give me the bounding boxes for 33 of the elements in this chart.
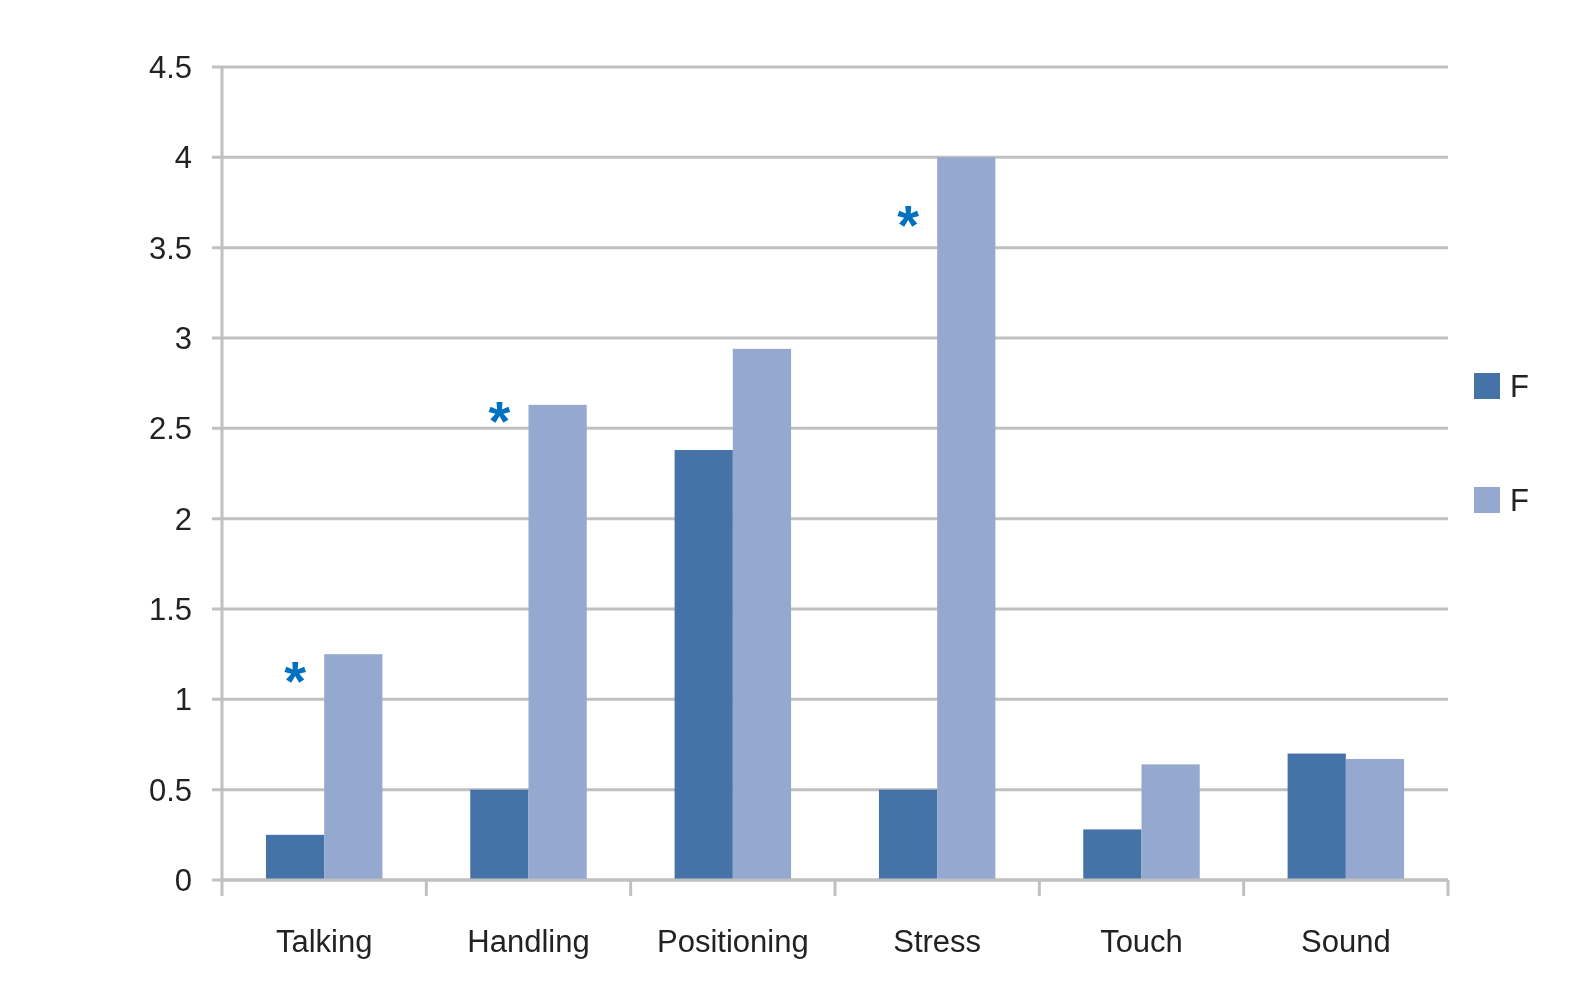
x-tick-label: Sound: [1301, 924, 1391, 959]
bar: [1141, 764, 1200, 880]
bar: [324, 654, 383, 880]
bar: [674, 450, 733, 880]
x-tick-label: Stress: [893, 924, 982, 959]
bar: [1287, 753, 1346, 880]
x-tick-label: Positioning: [657, 924, 809, 959]
bar: [732, 348, 792, 880]
bar: [937, 157, 996, 880]
bar: [528, 404, 587, 880]
y-tick-label: 2: [174, 501, 192, 537]
annotation: *: [897, 193, 920, 257]
annotation: *: [284, 648, 307, 712]
y-tick-label: 4.5: [148, 49, 192, 85]
y-tick-label: 0: [174, 862, 192, 898]
bar: [265, 834, 325, 880]
legend-label: F: [1510, 482, 1529, 518]
y-tick-label: 3: [174, 320, 192, 356]
x-tick-label: Touch: [1100, 924, 1183, 959]
y-tick-label: 3.5: [148, 230, 192, 266]
y-tick-label: 1: [174, 682, 192, 718]
bar: [1345, 758, 1405, 880]
bar: [1083, 829, 1142, 880]
y-tick-label: 0.5: [148, 772, 192, 808]
bar: [470, 789, 529, 880]
legend-label: F: [1510, 368, 1529, 404]
bar: [878, 789, 938, 880]
x-tick-label: Handling: [467, 924, 590, 959]
annotation: *: [488, 388, 511, 452]
y-tick-label: 1.5: [148, 591, 192, 627]
y-tick-label: 4: [174, 140, 192, 176]
y-tick-label: 2.5: [148, 411, 192, 447]
x-tick-label: Talking: [275, 924, 373, 959]
